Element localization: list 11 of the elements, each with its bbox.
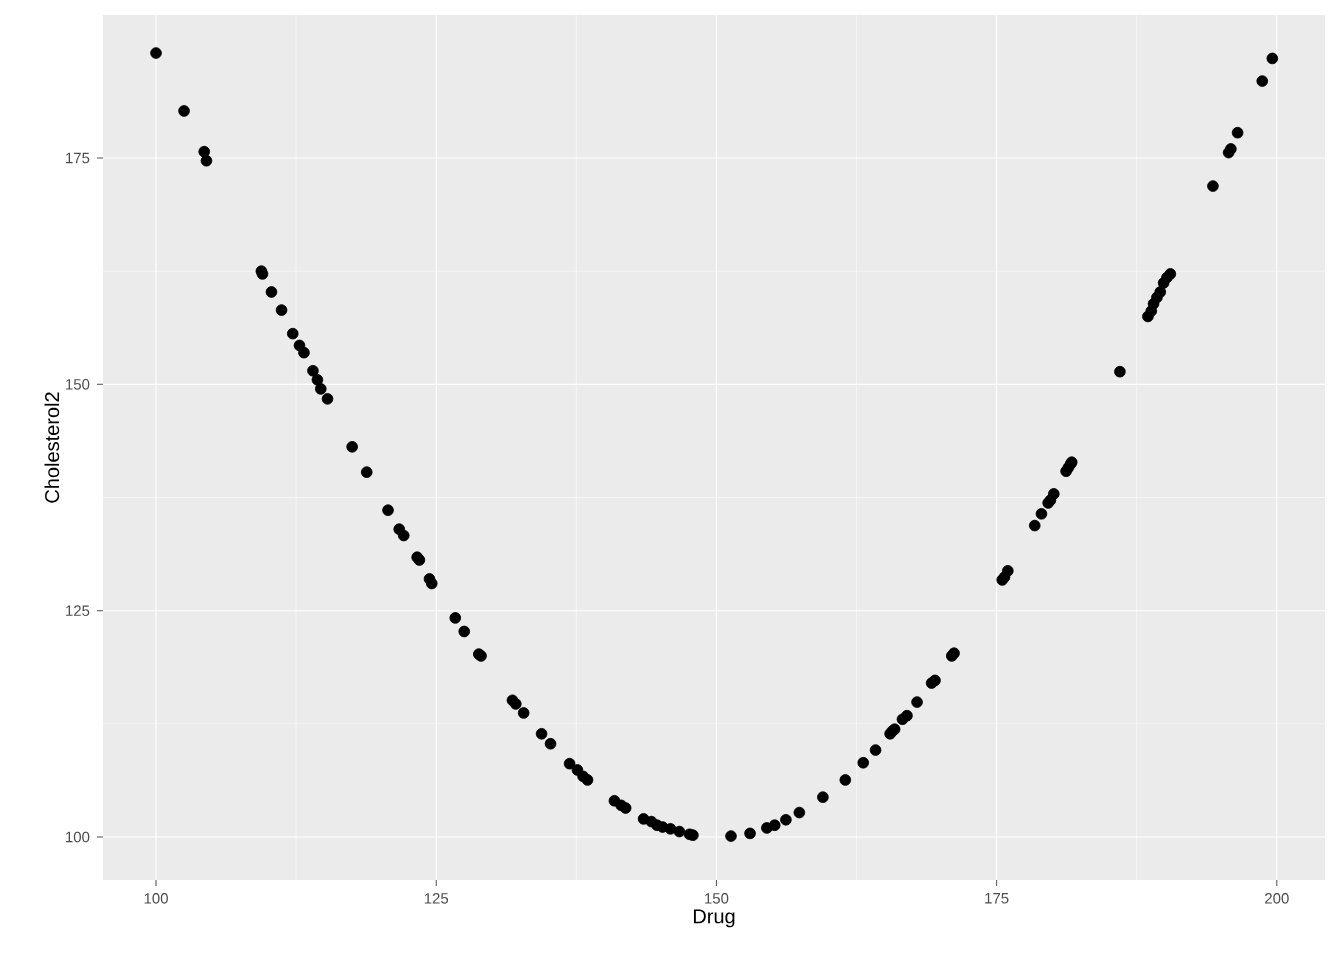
x-tick-label: 150 <box>705 893 729 904</box>
y-tick-label: 100 <box>66 831 90 843</box>
y-tick-label: 125 <box>66 605 90 616</box>
y-tick-label: 175 <box>66 152 90 164</box>
y-tick-label: 150 <box>66 379 90 390</box>
x-axis-title: Drug <box>693 909 735 928</box>
x-tick-label: 175 <box>985 893 1009 904</box>
y-axis-title: Cholesterol2 <box>44 392 60 503</box>
x-tick-label: 100 <box>144 893 168 904</box>
x-tick-label: 125 <box>424 893 449 904</box>
x-tick-label: 200 <box>1265 893 1289 904</box>
